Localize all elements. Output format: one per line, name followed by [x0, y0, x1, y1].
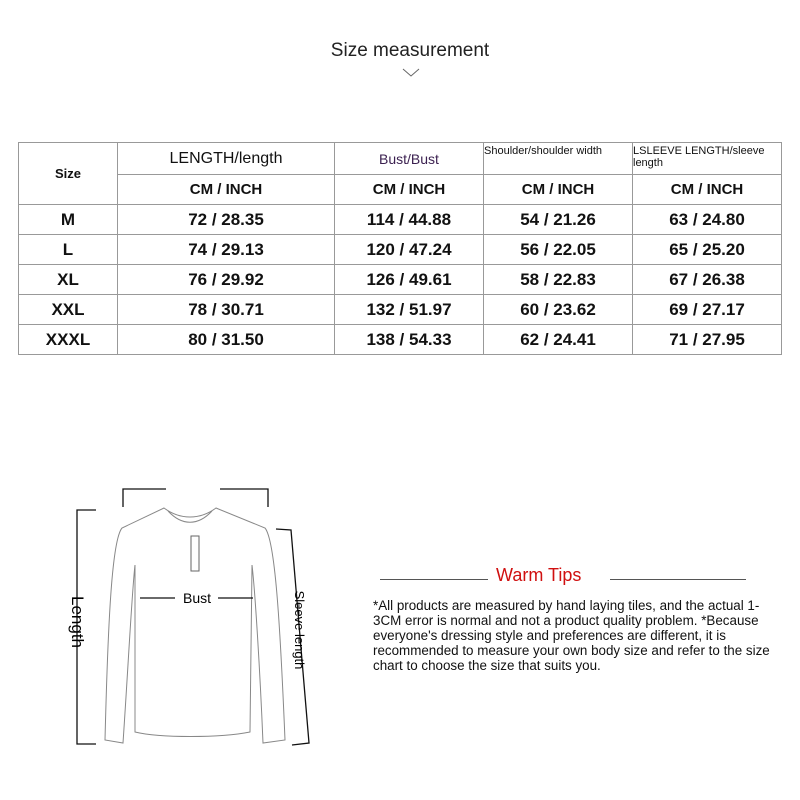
placket-icon [190, 535, 200, 572]
unit-cell: CM / INCH [632, 174, 782, 205]
sleeve-cell: 67 / 26.38 [632, 264, 782, 295]
shoulder-cell: 54 / 21.26 [483, 204, 633, 235]
sleeve-length-label: Sleeve length [292, 591, 307, 670]
size-table: Size LENGTH/length Bust/Bust Shoulder/sh… [18, 142, 782, 355]
table-row: XXL 78 / 30.71 132 / 51.97 60 / 23.62 69… [18, 294, 782, 325]
length-cell: 78 / 30.71 [117, 294, 335, 325]
length-cell: 80 / 31.50 [117, 324, 335, 355]
unit-cell: CM / INCH [117, 174, 335, 205]
bust-cell: 132 / 51.97 [334, 294, 484, 325]
length-label: Length [68, 596, 87, 648]
shirt-diagram: Bust Length Sleeve length [68, 488, 310, 746]
column-header-bust: Bust/Bust [334, 142, 484, 175]
unit-cell: CM / INCH [483, 174, 633, 205]
shoulder-measure-lines [76, 488, 310, 746]
chevron-down-icon [402, 68, 420, 77]
length-cell: 76 / 29.92 [117, 264, 335, 295]
bust-cell: 138 / 54.33 [334, 324, 484, 355]
length-cell: 72 / 28.35 [117, 204, 335, 235]
table-row: XXXL 80 / 31.50 138 / 54.33 62 / 24.41 7… [18, 324, 782, 355]
bust-cell: 120 / 47.24 [334, 234, 484, 265]
bust-cell: 126 / 49.61 [334, 264, 484, 295]
table-row: M 72 / 28.35 114 / 44.88 54 / 21.26 63 /… [18, 204, 782, 235]
shoulder-cell: 62 / 24.41 [483, 324, 633, 355]
page-title: Size measurement [330, 40, 490, 61]
size-cell: M [18, 204, 118, 235]
shirt-outline-icon [104, 507, 286, 744]
sleeve-cell: 69 / 27.17 [632, 294, 782, 325]
size-cell: XXXL [18, 324, 118, 355]
column-header-length: LENGTH/length [117, 142, 335, 175]
table-row: XL 76 / 29.92 126 / 49.61 58 / 22.83 67 … [18, 264, 782, 295]
column-header-shoulder: Shoulder/shoulder width [483, 142, 633, 175]
tips-divider-right [610, 579, 746, 580]
shoulder-cell: 60 / 23.62 [483, 294, 633, 325]
shoulder-cell: 56 / 22.05 [483, 234, 633, 265]
size-cell: XL [18, 264, 118, 295]
size-cell: L [18, 234, 118, 265]
bust-label: Bust [183, 590, 211, 606]
size-header: Size [18, 142, 118, 205]
unit-cell: CM / INCH [334, 174, 484, 205]
sleeve-cell: 71 / 27.95 [632, 324, 782, 355]
warm-tips-title: Warm Tips [496, 565, 582, 585]
warm-tips-text: *All products are measured by hand layin… [373, 598, 770, 673]
tips-divider-left [380, 579, 488, 580]
length-cell: 74 / 29.13 [117, 234, 335, 265]
bust-cell: 114 / 44.88 [334, 204, 484, 235]
column-header-sleeve: LSLEEVE LENGTH/sleeve length [632, 142, 782, 175]
table-row: L 74 / 29.13 120 / 47.24 56 / 22.05 65 /… [18, 234, 782, 265]
sleeve-cell: 65 / 25.20 [632, 234, 782, 265]
unit-row: CM / INCH CM / INCH CM / INCH CM / INCH [19, 174, 782, 205]
shoulder-cell: 58 / 22.83 [483, 264, 633, 295]
size-cell: XXL [18, 294, 118, 325]
sleeve-cell: 63 / 24.80 [632, 204, 782, 235]
table-header-row: Size LENGTH/length Bust/Bust Shoulder/sh… [18, 142, 782, 205]
